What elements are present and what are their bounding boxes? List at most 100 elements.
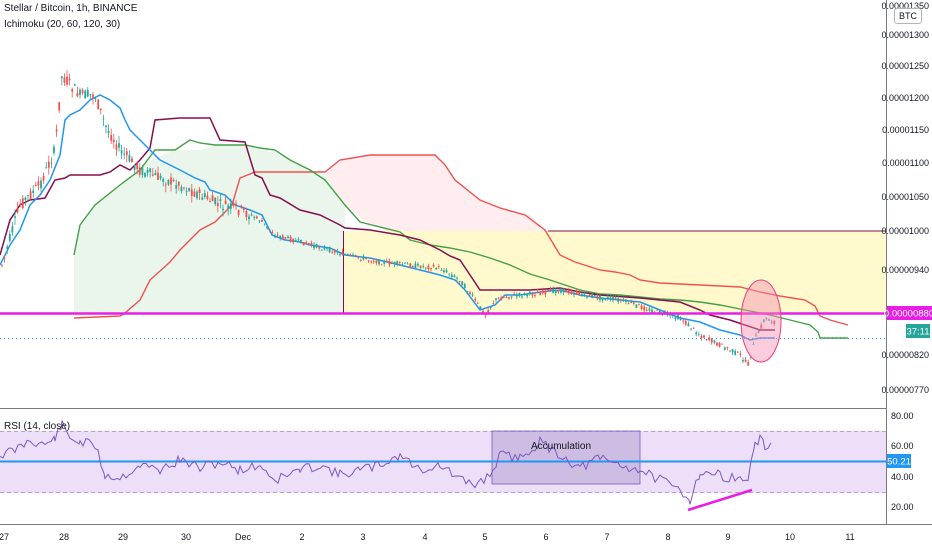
candle-body <box>240 205 243 207</box>
candle-body <box>287 236 289 239</box>
candle-body <box>586 296 588 298</box>
rsi-tick-label: 40.00 <box>891 472 914 482</box>
candle-body <box>19 203 22 206</box>
candle-body <box>401 264 404 266</box>
candle-body <box>339 254 341 256</box>
candle-body <box>625 299 627 302</box>
candle-body <box>453 275 456 278</box>
candle-body <box>697 334 700 336</box>
candle-body <box>656 309 659 311</box>
candle-body <box>578 292 581 295</box>
candle-body <box>336 251 339 253</box>
candle-body <box>292 238 295 243</box>
candle-body <box>131 158 133 163</box>
candle-body <box>398 262 401 264</box>
candle-body <box>430 267 432 270</box>
candle-body <box>617 298 620 302</box>
candle-body <box>263 223 266 225</box>
countdown-badge <box>906 324 930 338</box>
candle-body <box>435 267 438 270</box>
candle-body <box>479 306 482 309</box>
candle-body <box>534 295 536 297</box>
candle-body <box>692 327 695 329</box>
candle-body <box>203 193 206 197</box>
candle-body <box>50 162 53 164</box>
candle-body <box>183 187 185 189</box>
candle-body <box>619 299 622 301</box>
candle-body <box>149 168 152 173</box>
candle-body <box>417 263 419 266</box>
candle-body <box>86 90 89 97</box>
candle-body <box>604 299 607 301</box>
candle-body <box>489 307 492 308</box>
rsi-axis[interactable]: 80.00 60.00 40.00 20.00 <box>891 411 914 512</box>
time-tick-label: Dec <box>235 532 252 542</box>
rsi-tick-label: 60.00 <box>891 441 914 451</box>
candle-body <box>708 337 711 341</box>
candle-body <box>396 261 399 265</box>
time-tick-label: 8 <box>665 532 670 542</box>
candle-body <box>21 198 24 209</box>
candle-body <box>40 180 42 189</box>
candle-body <box>188 188 191 191</box>
candle-body <box>302 241 305 246</box>
candle-body <box>606 297 609 299</box>
candle-body <box>128 155 131 162</box>
candle-body <box>422 265 425 267</box>
candle-body <box>539 292 542 296</box>
candle-body <box>11 226 14 233</box>
candle-body <box>440 270 443 271</box>
candle-body <box>703 335 705 338</box>
rsi-divergence-line <box>687 488 753 512</box>
candle-body <box>47 161 50 168</box>
time-axis[interactable]: 27 28 29 30 Dec 2 3 4 5 6 7 8 9 10 11 <box>0 532 855 542</box>
candle-body <box>528 291 531 294</box>
symbol-legend[interactable]: Stellar / Bitcoin, 1h, BINANCE <box>4 3 138 14</box>
rsi-legend[interactable]: RSI (14, close) <box>4 421 71 432</box>
drawing-overlays[interactable] <box>0 279 886 363</box>
candle-body <box>281 235 284 239</box>
candle-body <box>515 295 518 297</box>
candle-body <box>744 359 747 362</box>
price-axis[interactable]: 0.00001350 0.00001300 0.00001250 0.00001200… <box>881 1 929 395</box>
candle-body <box>279 236 282 239</box>
quote-currency-badge[interactable]: BTC <box>894 8 922 24</box>
candle-body <box>76 92 79 97</box>
candle-body <box>45 167 48 169</box>
candle-body <box>253 216 256 218</box>
time-tick-label: 3 <box>360 532 365 542</box>
candle-body <box>79 89 81 95</box>
candle-body <box>770 321 773 323</box>
candle-body <box>492 303 495 305</box>
candle-body <box>437 266 440 267</box>
price-tick-label: 0.00001200 <box>881 93 929 103</box>
candle-body <box>323 247 326 250</box>
candle-body <box>29 191 32 200</box>
candle-body <box>138 167 141 175</box>
candle-body <box>404 262 406 264</box>
time-tick-label: 28 <box>59 532 69 542</box>
candle-body <box>593 295 596 296</box>
candle-body <box>723 347 726 350</box>
candle-body <box>385 260 388 262</box>
candle-body <box>162 179 165 182</box>
candle-body <box>24 197 27 201</box>
candle-body <box>99 108 102 111</box>
ichimoku-legend[interactable]: Ichimoku (20, 60, 120, 30) <box>4 19 121 30</box>
candle-body <box>6 246 9 249</box>
candles <box>1 70 776 366</box>
senkou-span-a <box>73 139 848 339</box>
candle-body <box>591 295 594 298</box>
candle-body <box>544 290 547 295</box>
candle-body <box>331 252 334 254</box>
price-tick-label: 0.00001300 <box>881 30 929 40</box>
candle-body <box>736 351 739 353</box>
candle-body <box>320 249 323 251</box>
candle-body <box>762 319 765 322</box>
candle-body <box>68 78 71 81</box>
candle-body <box>115 144 118 150</box>
candle-body <box>346 254 349 255</box>
candle-body <box>466 291 469 293</box>
